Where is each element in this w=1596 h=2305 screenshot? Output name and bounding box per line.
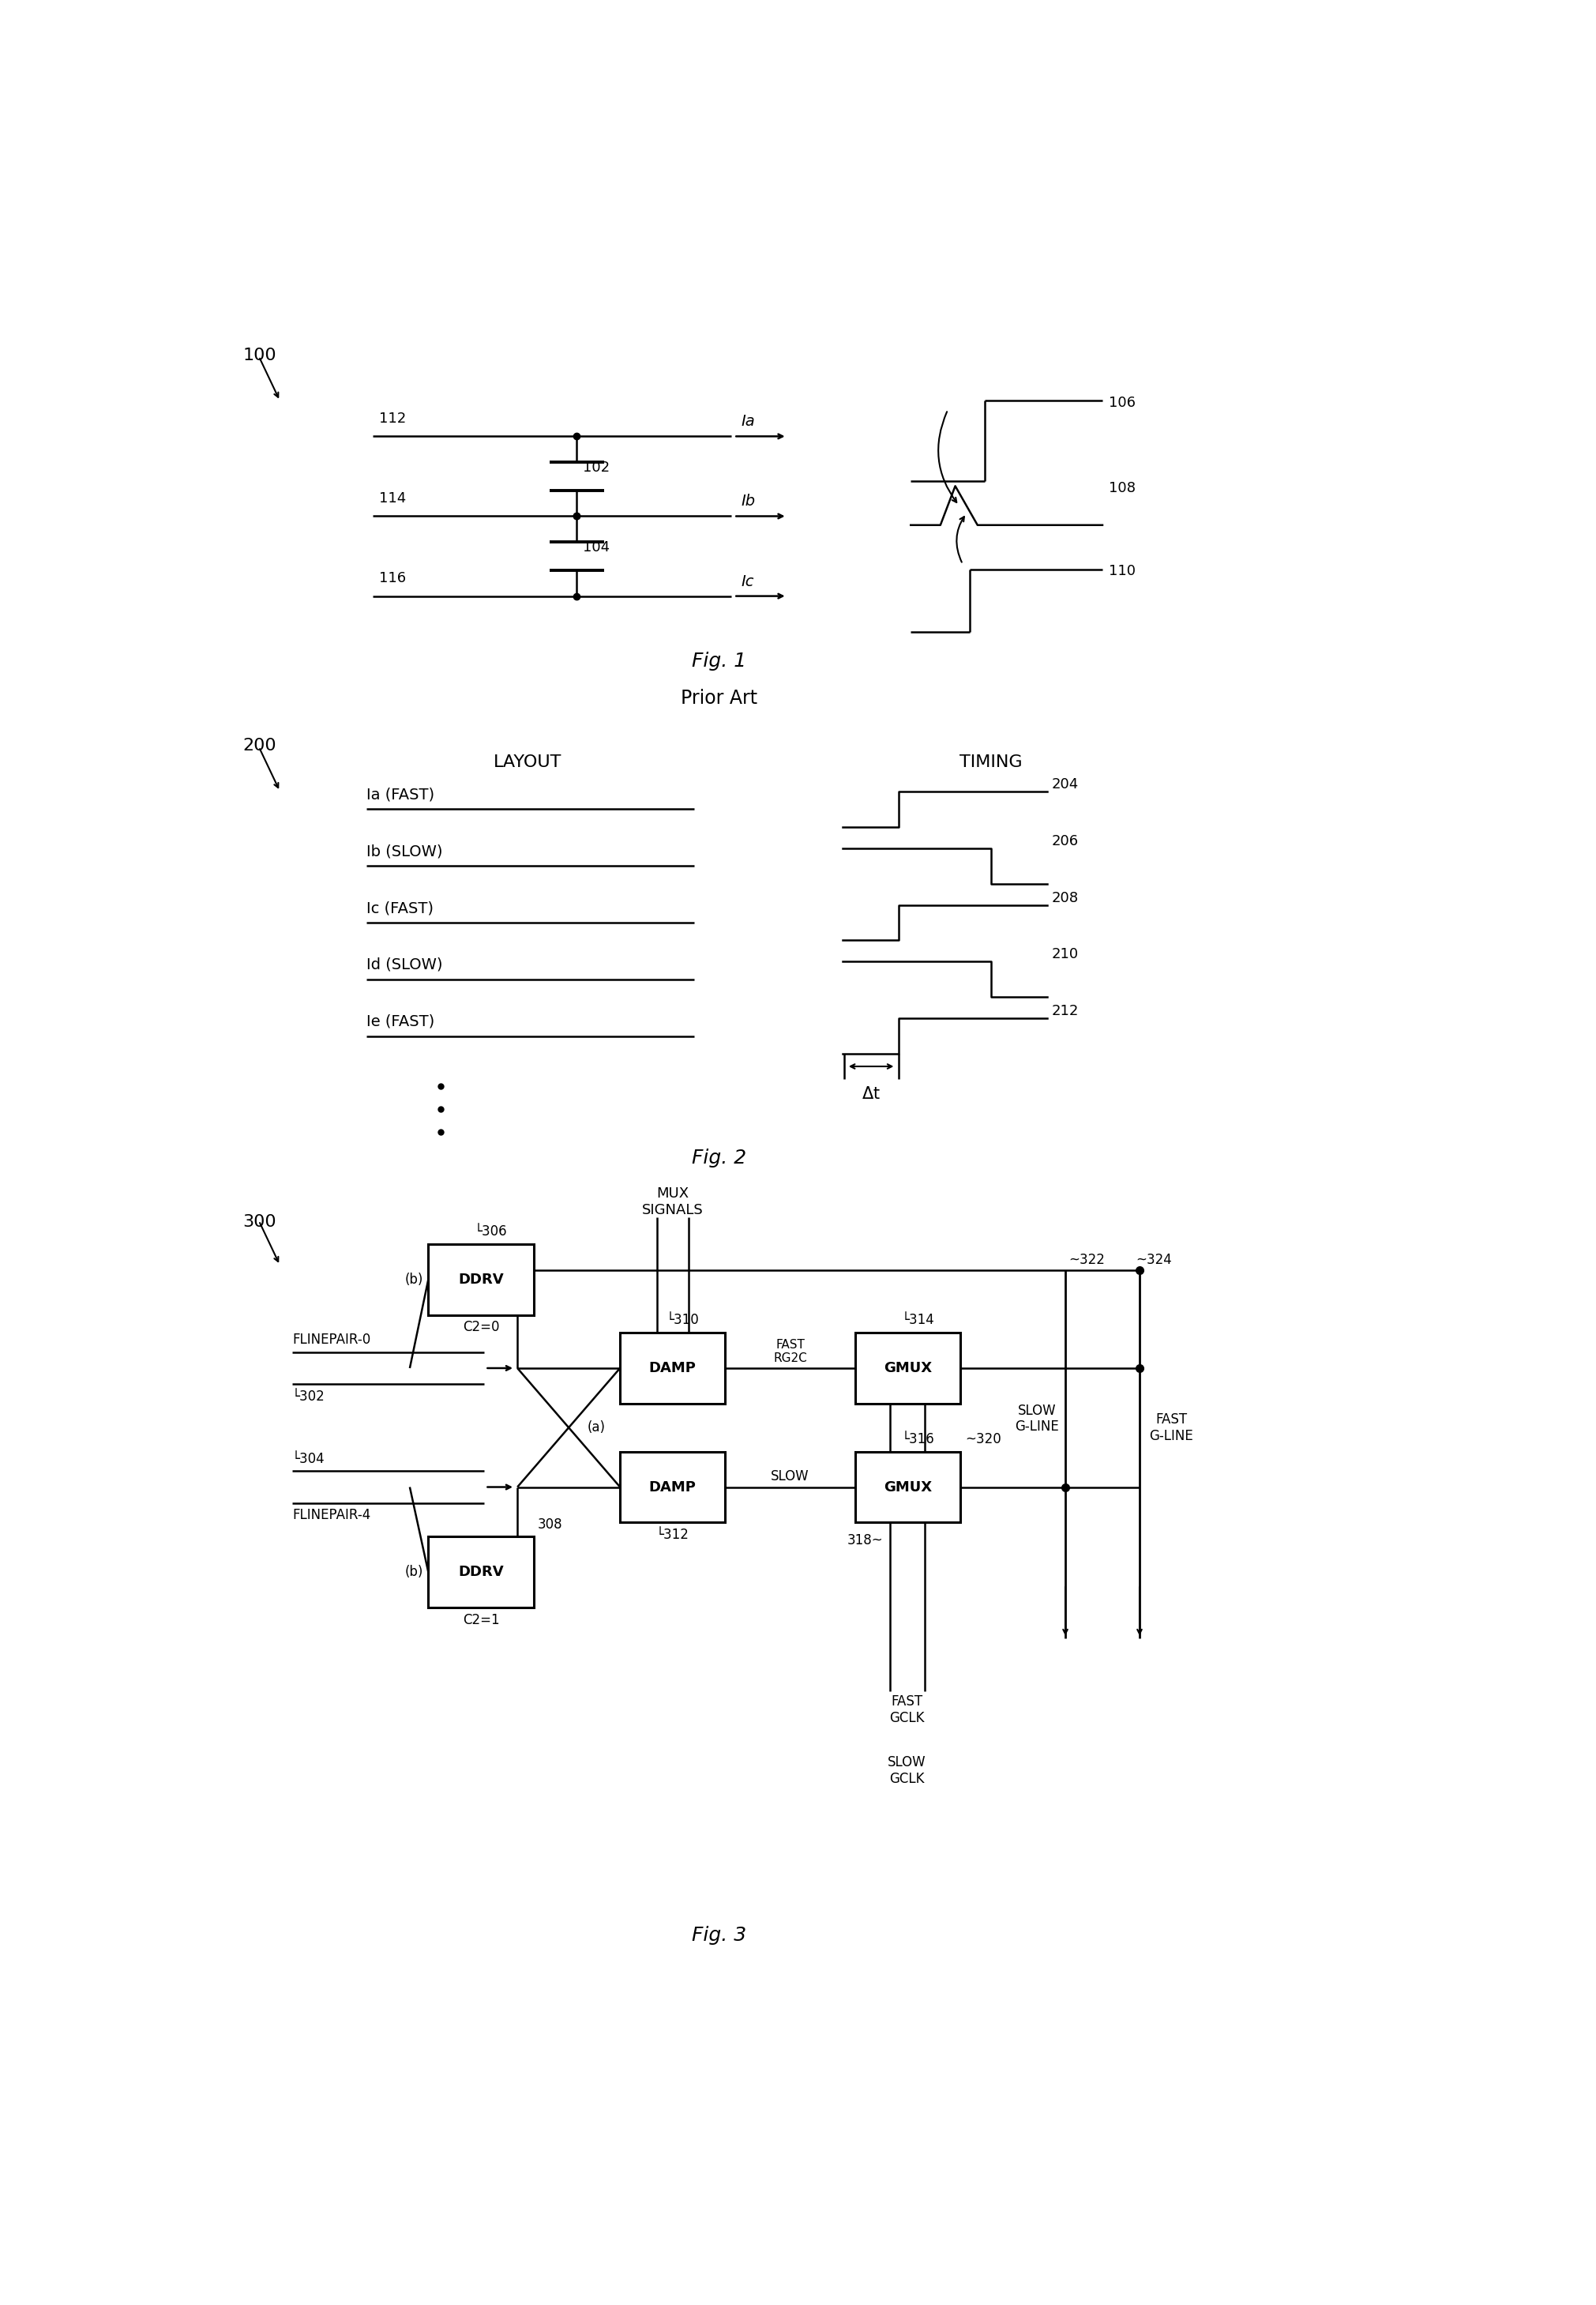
Text: Fig. 3: Fig. 3 [691, 1927, 747, 1945]
Text: Ia (FAST): Ia (FAST) [367, 786, 434, 802]
Text: GMUX: GMUX [884, 1480, 932, 1494]
Text: 212: 212 [1052, 1005, 1079, 1019]
Text: └316: └316 [902, 1431, 934, 1445]
Text: Ib (SLOW): Ib (SLOW) [367, 844, 442, 860]
Text: Ic (FAST): Ic (FAST) [367, 901, 434, 915]
Text: (b): (b) [405, 1272, 423, 1286]
Text: (b): (b) [405, 1565, 423, 1579]
Text: Id (SLOW): Id (SLOW) [367, 957, 442, 973]
Text: Ic: Ic [741, 574, 755, 590]
Text: LAYOUT: LAYOUT [493, 754, 562, 770]
Text: Fig. 2: Fig. 2 [691, 1148, 747, 1169]
Text: DAMP: DAMP [650, 1360, 696, 1376]
Text: 300: 300 [243, 1215, 276, 1229]
Text: $\Delta$t: $\Delta$t [862, 1086, 881, 1102]
Text: Fig. 1: Fig. 1 [691, 652, 747, 671]
Bar [621, 1452, 725, 1524]
Text: SLOW: SLOW [771, 1468, 809, 1484]
Text: SLOW
G-LINE: SLOW G-LINE [1015, 1404, 1060, 1434]
Text: ~322: ~322 [1069, 1252, 1106, 1268]
Text: C2=1: C2=1 [463, 1614, 500, 1627]
Text: 206: 206 [1052, 834, 1079, 848]
Bar [855, 1452, 961, 1524]
Text: FAST
G-LINE: FAST G-LINE [1149, 1413, 1194, 1443]
Text: FLINEPAIR-0: FLINEPAIR-0 [292, 1332, 370, 1346]
Text: 110: 110 [1109, 565, 1135, 579]
Text: 318~: 318~ [847, 1533, 884, 1547]
Text: 102: 102 [583, 461, 610, 475]
Text: └314: └314 [902, 1314, 934, 1328]
Text: TIMING: TIMING [959, 754, 1023, 770]
Text: FAST
RG2C: FAST RG2C [772, 1339, 808, 1365]
Text: └304: └304 [292, 1452, 326, 1466]
Text: 112: 112 [378, 413, 405, 426]
Text: 108: 108 [1109, 482, 1135, 496]
Bar [428, 1245, 533, 1314]
Text: 104: 104 [583, 539, 610, 556]
Text: DAMP: DAMP [650, 1480, 696, 1494]
Text: └312: └312 [656, 1528, 689, 1542]
Text: 200: 200 [243, 738, 276, 754]
Text: 106: 106 [1109, 396, 1135, 410]
Text: 210: 210 [1052, 947, 1079, 961]
Text: └306: └306 [474, 1224, 508, 1238]
Bar [621, 1332, 725, 1404]
Bar [855, 1332, 961, 1404]
Text: DDRV: DDRV [458, 1565, 504, 1579]
Text: Ie (FAST): Ie (FAST) [367, 1014, 434, 1028]
Text: 116: 116 [378, 572, 405, 585]
Bar [428, 1537, 533, 1609]
Text: C2=0: C2=0 [463, 1321, 500, 1335]
Text: 208: 208 [1052, 890, 1079, 906]
Text: FLINEPAIR-4: FLINEPAIR-4 [292, 1507, 370, 1524]
Text: SLOW
GCLK: SLOW GCLK [887, 1754, 926, 1786]
Text: MUX
SIGNALS: MUX SIGNALS [642, 1187, 704, 1217]
Text: 308: 308 [538, 1517, 562, 1531]
Text: ~324: ~324 [1136, 1252, 1171, 1268]
Text: DDRV: DDRV [458, 1272, 504, 1286]
Text: FAST
GCLK: FAST GCLK [889, 1694, 924, 1726]
Text: 100: 100 [243, 348, 276, 364]
Text: └302: └302 [292, 1390, 326, 1404]
Text: 204: 204 [1052, 777, 1079, 791]
Text: Ia: Ia [741, 415, 755, 429]
Text: ~320: ~320 [966, 1431, 1001, 1445]
Text: └310: └310 [667, 1314, 699, 1328]
Text: GMUX: GMUX [884, 1360, 932, 1376]
Text: 114: 114 [378, 491, 405, 505]
Text: Ib: Ib [741, 493, 755, 509]
Text: (a): (a) [587, 1420, 605, 1434]
Text: Prior Art: Prior Art [680, 689, 758, 708]
